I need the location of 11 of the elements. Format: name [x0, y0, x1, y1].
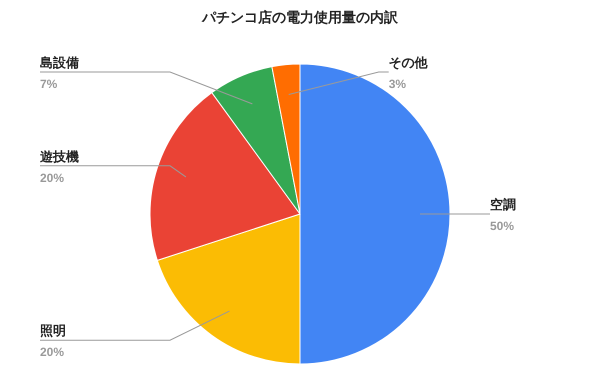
slice-label: 遊技機	[40, 148, 79, 164]
data-label: 7%	[40, 77, 58, 91]
slice-label: 島設備	[40, 55, 79, 70]
slice-label: 照明	[40, 323, 66, 338]
data-label: 3%	[388, 77, 406, 91]
data-label: 50%	[490, 219, 514, 233]
chart-title: パチンコ店の電力使用量の内訳	[201, 9, 399, 25]
data-label: 20%	[40, 345, 64, 360]
data-label: 20%	[40, 170, 64, 185]
slice-label: その他	[388, 55, 429, 70]
slice-label: 空調	[490, 197, 516, 212]
